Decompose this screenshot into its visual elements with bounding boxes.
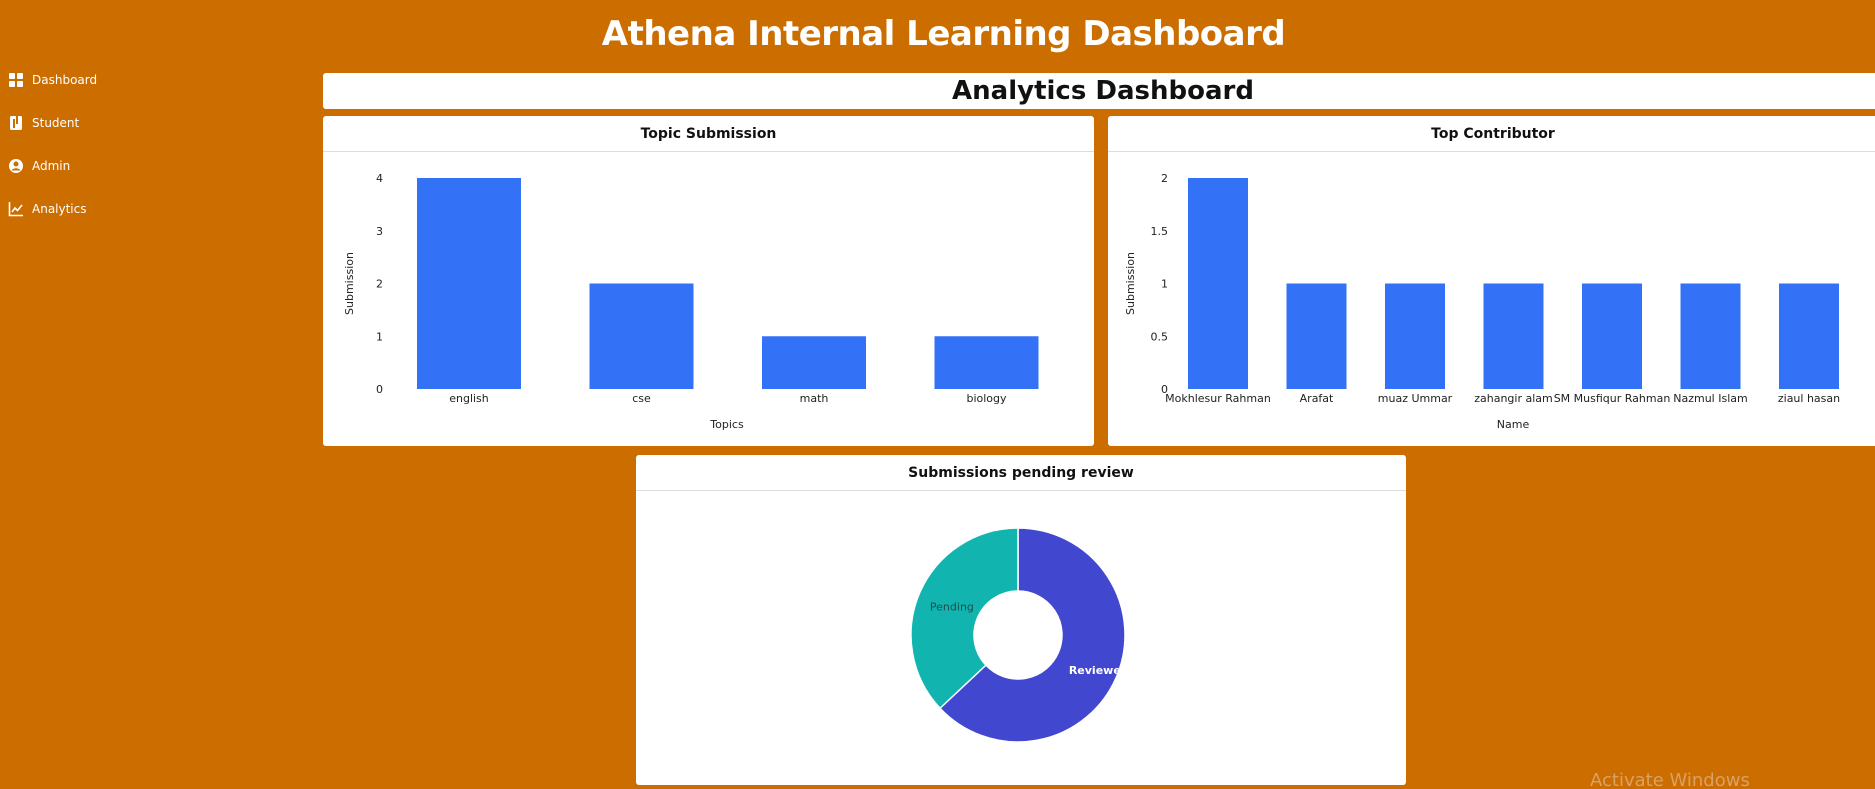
y-tick-label: 1 (376, 330, 383, 343)
top-contributor-card: Top Contributor 0 0.5 1 1.5 2 Mokhlesur Rahma… (1108, 116, 1875, 446)
bar[interactable] (1483, 283, 1544, 390)
x-tick-label: cse (632, 392, 651, 405)
y-tick-label: 4 (376, 172, 383, 185)
x-tick-label: zahangir alam (1474, 392, 1553, 405)
bar[interactable] (417, 178, 521, 389)
page-title: Analytics Dashboard (323, 73, 1875, 109)
x-tick-label: SM Musfiqur Rahman (1554, 392, 1671, 405)
chart-title: Topic Submission (323, 116, 1094, 152)
topic-submission-chart: 0 1 2 3 4 english cse math biology Topics Submissi… (343, 172, 1039, 431)
sidebar-nav: Dashboard Student Admin Analytics (8, 70, 258, 242)
bar[interactable] (934, 336, 1039, 389)
x-tick-label: english (449, 392, 489, 405)
x-tick-label: biology (966, 392, 1007, 405)
donut-slice[interactable] (910, 527, 1019, 710)
line-chart-icon (8, 201, 24, 217)
y-axis-label: Submission (343, 252, 356, 315)
x-tick-label: ziaul hasan (1778, 392, 1840, 405)
pending-review-donut-chart: Reviewed Pending (910, 527, 1129, 743)
chart-title: Submissions pending review (636, 455, 1406, 491)
y-tick-label: 2 (1161, 172, 1168, 185)
book-icon (8, 115, 24, 131)
app-title: Athena Internal Learning Dashboard (601, 14, 1286, 54)
y-tick-label: 2 (376, 278, 383, 291)
y-tick-label: 0 (1161, 383, 1168, 396)
chart-title: Top Contributor (1108, 116, 1875, 152)
activate-windows-watermark: Activate Windows (1590, 770, 1750, 789)
bar[interactable] (1188, 178, 1248, 389)
x-tick-label: math (800, 392, 829, 405)
x-axis-label: Topics (709, 418, 744, 431)
x-axis-label: Name (1497, 418, 1530, 431)
donut-slice[interactable] (938, 527, 1126, 743)
dashboard-grid-icon (8, 72, 24, 88)
slice-label: Pending (930, 600, 974, 613)
user-circle-icon (8, 158, 24, 174)
y-tick-label: 1 (1161, 278, 1168, 291)
sidebar-item-dashboard[interactable]: Dashboard (8, 70, 258, 90)
sidebar-item-student[interactable]: Student (8, 113, 258, 133)
sidebar-item-label: Dashboard (32, 73, 98, 87)
pending-review-card: Submissions pending review Reviewed Pendi… (636, 455, 1406, 785)
y-axis-label: Submission (1124, 252, 1137, 315)
sidebar-item-label: Admin (32, 159, 71, 173)
y-tick-label: 0 (376, 383, 383, 396)
sidebar-item-admin[interactable]: Admin (8, 156, 258, 176)
bar[interactable] (1385, 283, 1445, 390)
sidebar-item-analytics[interactable]: Analytics (8, 199, 258, 219)
bar[interactable] (762, 336, 866, 389)
bar[interactable] (1779, 283, 1839, 390)
bar[interactable] (1286, 283, 1347, 390)
x-tick-label: muaz Ummar (1378, 392, 1453, 405)
bar[interactable] (1582, 283, 1642, 390)
top-contributor-chart: 0 0.5 1 1.5 2 Mokhlesur Rahman Arafat muaz Umma… (1124, 172, 1840, 431)
y-tick-label: 3 (376, 225, 383, 238)
x-tick-label: Mokhlesur Rahman (1165, 392, 1271, 405)
sidebar-item-label: Student (32, 116, 80, 130)
slice-label: Reviewed (1069, 664, 1129, 677)
bar[interactable] (589, 283, 694, 390)
bar[interactable] (1680, 283, 1741, 390)
topic-submission-card: Topic Submission 0 1 2 3 4 english cse math biol… (323, 116, 1094, 446)
y-tick-label: 0.5 (1151, 330, 1169, 343)
sidebar-item-label: Analytics (32, 202, 87, 216)
x-tick-label: Arafat (1300, 392, 1334, 405)
x-tick-label: Nazmul Islam (1673, 392, 1747, 405)
y-tick-label: 1.5 (1151, 225, 1169, 238)
